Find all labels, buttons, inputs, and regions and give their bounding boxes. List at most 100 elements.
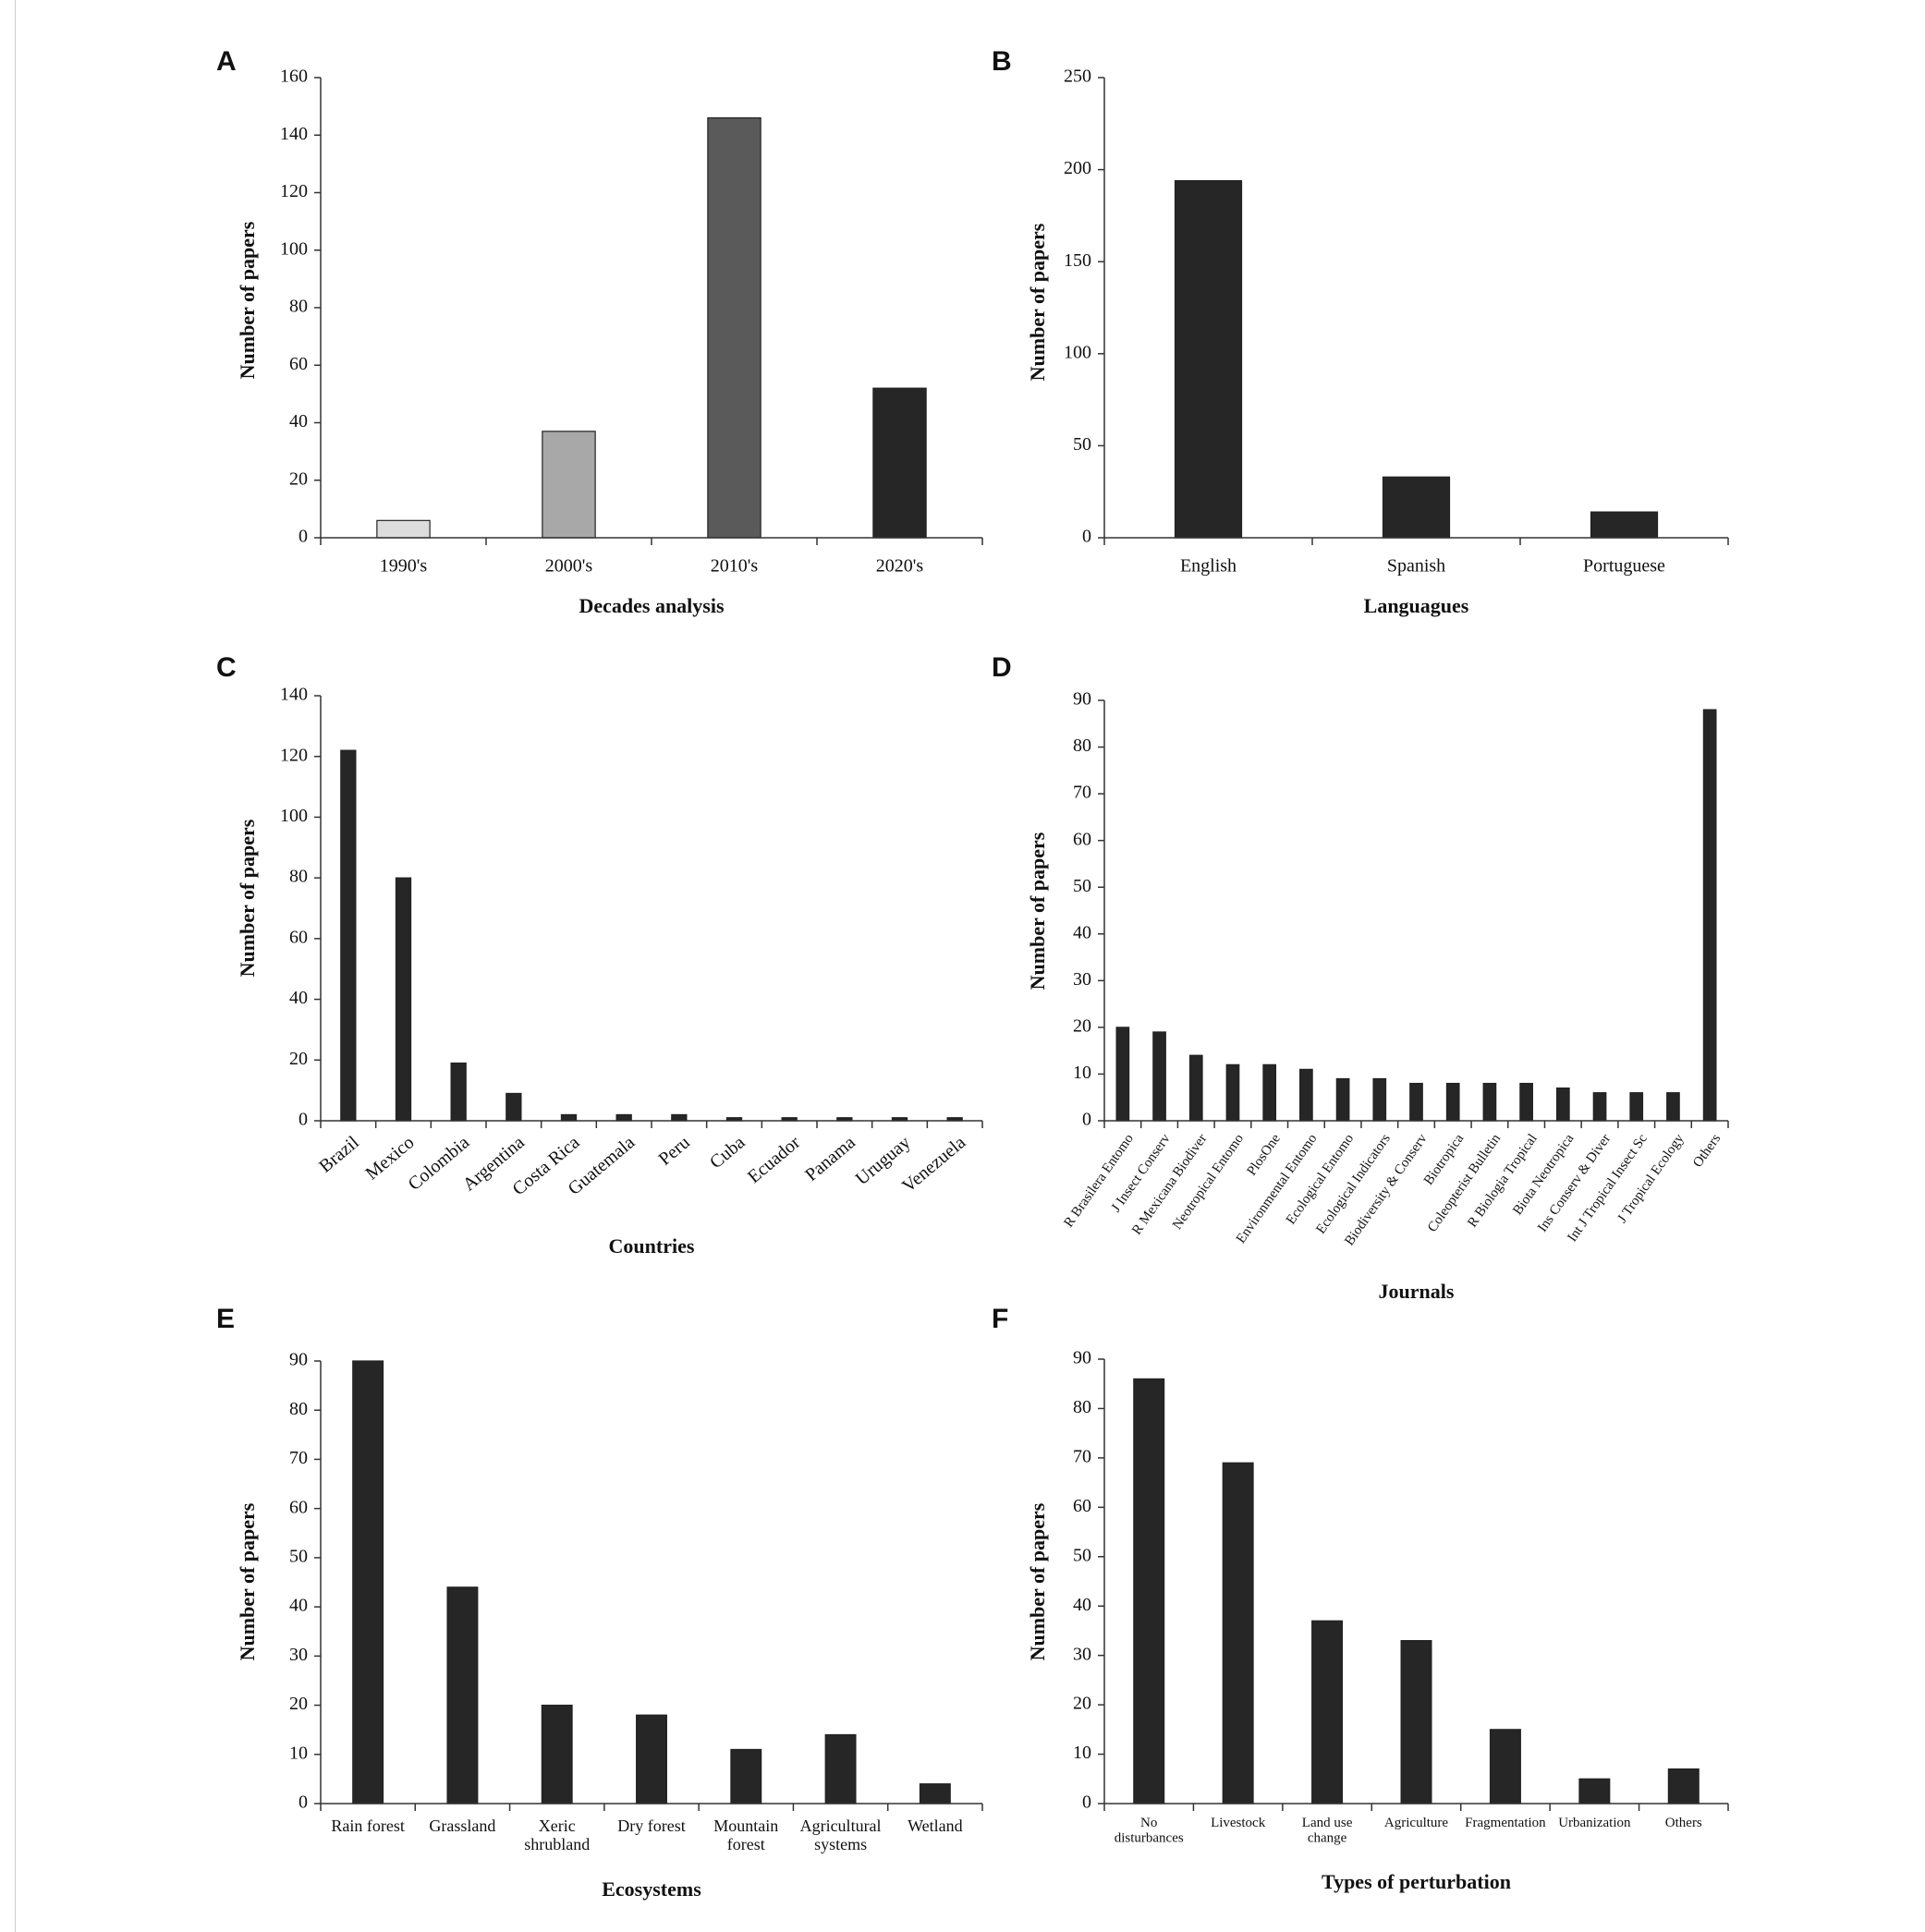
y-tick-label: 200 (1064, 158, 1091, 178)
x-tick-label-1990-s: 1990's (380, 556, 428, 577)
panel-letter: F (992, 1304, 1008, 1334)
y-tick-label: 20 (289, 1049, 308, 1069)
x-tick-label-cuba: Cuba (706, 1132, 749, 1173)
x-tick-label-urbanization: Urbanization (1558, 1816, 1631, 1830)
x-tick-label-spanish: Spanish (1387, 556, 1445, 577)
bar-argentina (506, 1092, 522, 1122)
x-tick-label-panama: Panama (801, 1132, 859, 1185)
y-axis-title: Number of papers (1026, 832, 1049, 990)
y-tick-label: 90 (1073, 689, 1091, 710)
bar-ecological-entomo (1335, 1077, 1350, 1122)
x-axis-title: Decades analysis (579, 594, 725, 617)
x-tick-label-dry-forest: Dry forest (617, 1817, 685, 1835)
y-tick-label: 90 (1073, 1348, 1091, 1368)
panel-c: C020406080100120140BrazilMexicoColombiaA… (216, 652, 983, 1258)
bar-guatemala (615, 1113, 632, 1122)
panel-e: E 0 10 20 30 40 50 60 70 80 90 Rain forest Grassland… (216, 1304, 983, 1901)
y-tick-label: 0 (298, 527, 308, 547)
y-tick-label: 160 (280, 67, 308, 87)
x-tick-label-agriculture: Agriculture (1384, 1816, 1448, 1830)
bar-environmental-entomo (1299, 1068, 1313, 1122)
x-axis-title: Countries (609, 1234, 695, 1258)
y-axis-title: Number of papers (236, 1502, 259, 1660)
y-axis-title: Number of papers (236, 221, 259, 379)
bar-j-tropical-ecology (1666, 1092, 1680, 1122)
y-tick-label: 150 (1064, 250, 1091, 271)
bar-costa-rica (560, 1113, 578, 1122)
bar-int-j-tropical-insect-sc (1629, 1092, 1644, 1122)
y-tick-label: 30 (1073, 1644, 1091, 1664)
bar-2000-s (542, 431, 596, 539)
y-tick-label: 10 (289, 1743, 308, 1763)
y-tick-label: 100 (1064, 342, 1091, 362)
panel-letter: D (992, 652, 1012, 683)
y-tick-label: 60 (289, 1497, 308, 1517)
y-tick-label: 0 (1082, 527, 1091, 547)
x-axis-title: Ecosystems (602, 1877, 701, 1901)
y-tick-label: 80 (289, 1399, 308, 1419)
y-tick-label: 50 (289, 1546, 308, 1566)
bar-xeric-shrubland (541, 1704, 573, 1804)
bar-wetland (919, 1783, 951, 1804)
y-tick-label: 120 (280, 181, 308, 201)
bar-plosone (1262, 1063, 1277, 1122)
y-tick-label: 100 (280, 238, 308, 259)
bar-livestock (1222, 1462, 1254, 1804)
x-tick-label-wetland: Wetland (908, 1817, 963, 1835)
bar-no-disturbances (1133, 1378, 1165, 1804)
bar-biotropica (1445, 1082, 1460, 1122)
x-tick-label-others: Others (1690, 1131, 1724, 1170)
x-tick-label-2000-s: 2000's (545, 556, 593, 577)
y-tick-label: 120 (280, 745, 308, 765)
x-tick-label-2010-s: 2010's (711, 556, 759, 577)
y-tick-label: 20 (1073, 1015, 1091, 1036)
bar-colombia (450, 1062, 467, 1122)
bar-j-insect-conserv (1152, 1031, 1166, 1122)
panel-f: F 0 10 20 30 40 50 60 70 80 90 No disturbances Livest… (992, 1304, 1729, 1893)
x-tick-label-r-brasilera-entomo: R Brasilera Entomo (1062, 1132, 1137, 1231)
bar-mexico (395, 877, 412, 1122)
y-tick-label: 80 (1073, 1397, 1091, 1417)
x-tick-label-land-use-change: Land use change (1302, 1816, 1353, 1846)
y-tick-label: 250 (1064, 67, 1091, 87)
x-tick-label-mountain-forest: Mountain forest (713, 1817, 778, 1853)
x-axis-title: Journals (1379, 1280, 1455, 1303)
panel-letter: B (992, 46, 1012, 77)
bar-neotropical-entomo (1225, 1063, 1240, 1122)
bar-1990-s (376, 519, 431, 539)
y-tick-label: 90 (289, 1350, 308, 1370)
y-tick-label: 80 (1073, 735, 1091, 756)
y-tick-label: 50 (1073, 1545, 1091, 1565)
x-tick-label-agricultural-systems: Agricultural systems (800, 1817, 882, 1853)
panel-a: A 0 20 40 60 80 100 120 140 160 1990's 2000's 2010's… (216, 46, 983, 617)
bar-land-use-change (1311, 1620, 1344, 1804)
x-tick-label-r-biologia-tropical: R Biologia Tropical (1465, 1132, 1540, 1231)
y-tick-label: 40 (289, 1596, 308, 1616)
y-tick-label: 60 (1073, 829, 1091, 849)
x-tick-label-ecological-entomo: Ecological Entomo (1284, 1132, 1357, 1228)
y-tick-label: 0 (298, 1110, 308, 1130)
x-tick-label-peru: Peru (655, 1132, 694, 1169)
y-tick-label: 20 (289, 1694, 308, 1714)
bar-agricultural-systems (824, 1733, 857, 1804)
bar-brazil (340, 749, 357, 1122)
bar-coleopterist-bulletin (1482, 1082, 1497, 1122)
bar-english (1174, 179, 1243, 539)
x-tick-label-no-disturbances: No disturbances (1115, 1816, 1184, 1846)
bar-peru (671, 1113, 688, 1122)
y-tick-label: 20 (1073, 1694, 1091, 1714)
x-tick-label-rain-forest: Rain forest (331, 1817, 404, 1835)
bar-mountain-forest (730, 1748, 762, 1804)
y-tick-label: 60 (1073, 1496, 1091, 1516)
bar-r-biologia-tropical (1519, 1082, 1533, 1122)
y-tick-label: 20 (289, 468, 308, 489)
y-tick-label: 100 (280, 806, 308, 826)
x-tick-label-2020-s: 2020's (876, 556, 924, 577)
bar-grassland (446, 1586, 479, 1804)
y-tick-label: 0 (1082, 1792, 1091, 1813)
y-tick-label: 30 (1073, 969, 1091, 990)
x-axis-title: Types of perturbation (1322, 1870, 1511, 1893)
x-tick-label-j-tropical-ecology: J Tropical Ecology (1614, 1131, 1687, 1225)
x-tick-label-brazil: Brazil (315, 1132, 363, 1177)
x-tick-label-grassland: Grassland (429, 1817, 495, 1835)
